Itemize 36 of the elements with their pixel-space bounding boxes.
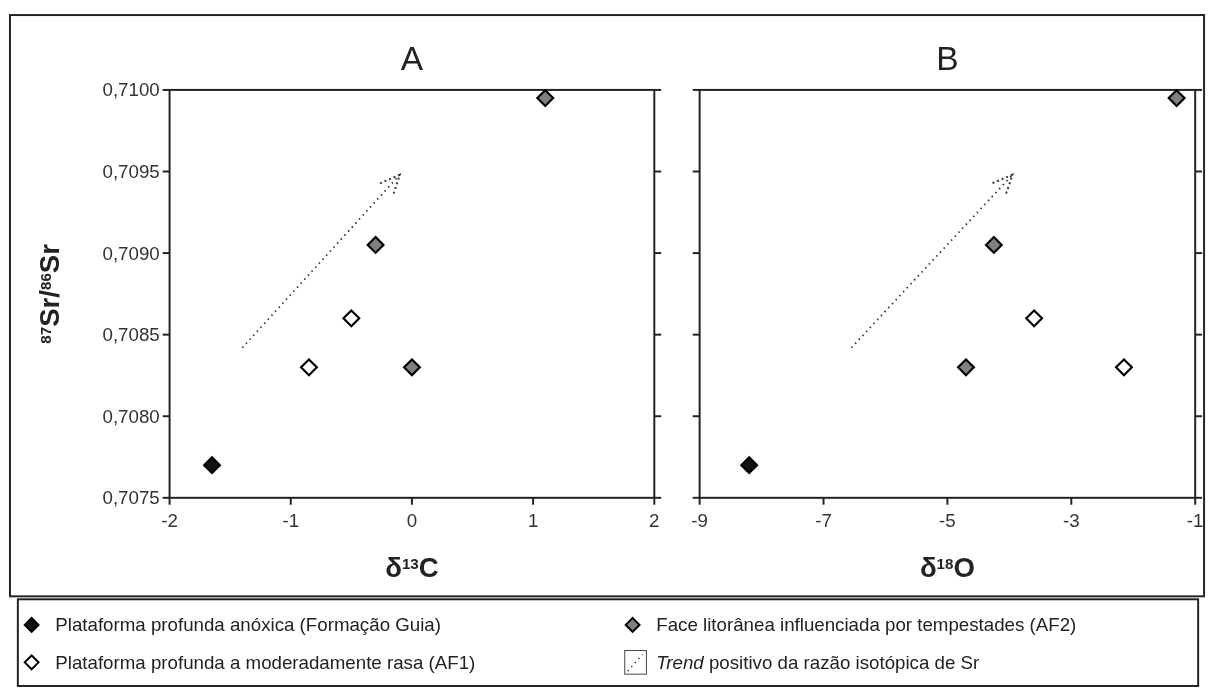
point — [1114, 358, 1133, 377]
x-tick-label: -7 — [815, 510, 832, 532]
x-tick-label: -9 — [691, 510, 708, 532]
chart-title: A — [400, 40, 424, 78]
x-axis-title: δ$^{18}$O — [919, 551, 975, 583]
x-tick-label: 2 — [649, 510, 660, 532]
point — [957, 358, 975, 377]
legend-label: Face litorânea influenciada por tempestades (AF2) — [656, 614, 1077, 636]
x-tick-label: 1 — [527, 510, 539, 532]
x-tick-label: -3 — [1062, 510, 1080, 532]
point — [536, 89, 555, 108]
x-tick-label: -2 — [161, 510, 178, 532]
point — [366, 235, 385, 254]
legend-label: Trend positivo da razão isotópica de Sr — [656, 651, 980, 673]
x-tick-label: -1 — [282, 510, 300, 532]
x-tick-label: 0 — [406, 510, 418, 532]
legend-label: Plataforma profunda anóxica (Formação Guia) — [55, 614, 441, 636]
point — [342, 309, 361, 328]
y-tick-label: 0,7085 — [102, 324, 160, 346]
point — [1167, 89, 1186, 108]
y-tick-label: 0,7100 — [102, 79, 160, 101]
point — [299, 358, 318, 377]
point — [402, 358, 421, 377]
point — [203, 456, 221, 475]
x-tick-label: -5 — [939, 510, 956, 532]
point — [1025, 309, 1044, 328]
y-tick-label: 0,7075 — [102, 487, 160, 509]
x-tick-label: -1 — [1186, 510, 1204, 532]
point — [984, 235, 1003, 254]
chart-title: B — [936, 40, 959, 78]
y-tick-label: 0,7090 — [102, 242, 160, 264]
y-tick-label: 0,7080 — [102, 405, 160, 427]
x-axis-title: δ$^{13}$C — [385, 551, 439, 583]
y-tick-label: 0,7095 — [102, 161, 160, 183]
point — [740, 456, 759, 475]
legend-label: Plataforma profunda a moderadamente rasa (AF1) — [55, 651, 476, 673]
